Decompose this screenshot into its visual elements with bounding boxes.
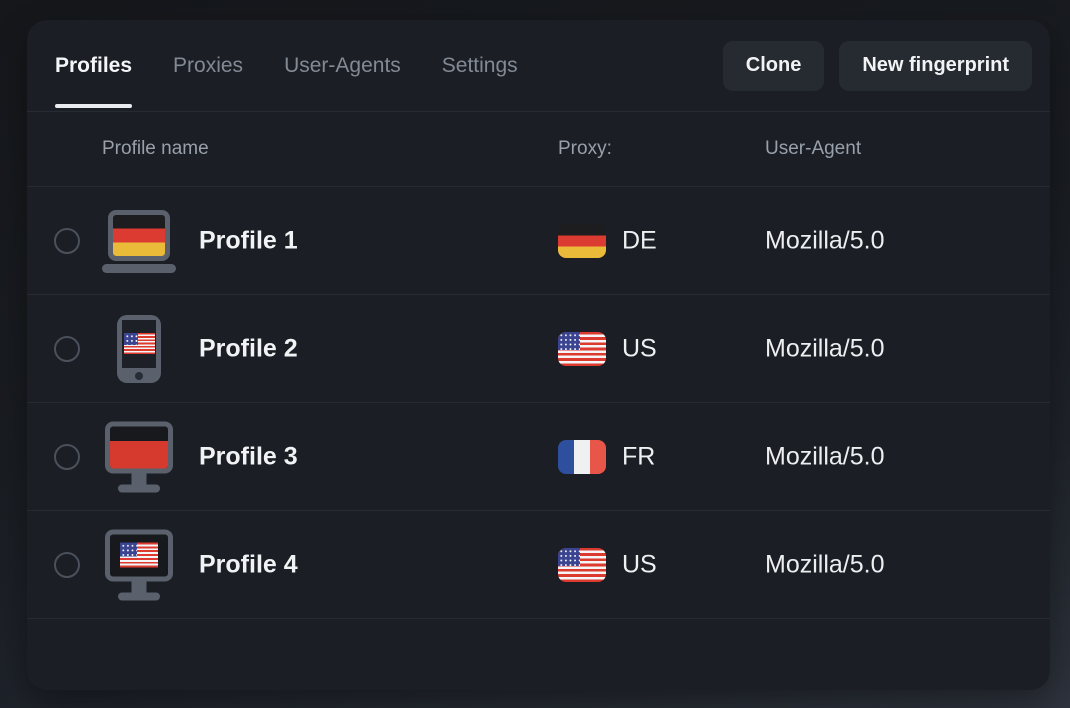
user-agent-value: Mozilla/5.0 <box>765 550 885 578</box>
profile-name: Profile 2 <box>199 334 298 362</box>
device-icon-wrap <box>103 529 175 600</box>
table-row[interactable]: Profile 1 DE Mozilla/5.0 <box>27 186 1050 294</box>
monitor-stand <box>131 473 147 486</box>
table-row[interactable]: Profile 2 US Mozilla/5.0 <box>27 294 1050 402</box>
toolbar-buttons: Clone New fingerprint <box>722 20 1032 111</box>
laptop-icon <box>101 209 177 273</box>
table-row[interactable]: Profile 4 US Mozilla/5.0 <box>27 510 1050 618</box>
user-agent-value: Mozilla/5.0 <box>765 226 885 254</box>
user-agent-value: Mozilla/5.0 <box>765 334 885 362</box>
radio-select-profile[interactable] <box>54 227 80 254</box>
smartphone-icon <box>117 314 161 383</box>
proxy-flag-de-icon <box>558 223 606 258</box>
us-flag-icon <box>120 542 158 568</box>
fingerprint-manager-panel: Profiles Proxies User-Agents Settings Cl… <box>27 20 1050 690</box>
device-screen <box>105 529 173 581</box>
tab-profiles[interactable]: Profiles <box>55 20 133 111</box>
proxy-country-code: FR <box>622 442 656 470</box>
table-footer-space <box>27 618 1050 690</box>
proxy-flag-us-icon <box>558 331 606 366</box>
monitor-base <box>118 592 160 600</box>
profile-name: Profile 1 <box>199 226 298 254</box>
user-agent-value: Mozilla/5.0 <box>765 442 885 470</box>
table-header-row: Profile name Proxy: User-Agent <box>27 112 1050 186</box>
device-icon-wrap <box>103 421 175 492</box>
device-screen-flag <box>108 209 170 261</box>
us-flag-icon <box>123 333 155 354</box>
device-icon-wrap <box>117 314 161 383</box>
tab-bar: Profiles Proxies User-Agents Settings Cl… <box>27 20 1050 112</box>
new-fingerprint-button[interactable]: New fingerprint <box>839 40 1032 91</box>
proxy-country-code: US <box>622 334 657 362</box>
column-header-user-agent: User-Agent <box>765 138 862 159</box>
table-row[interactable]: Profile 3 FR Mozilla/5.0 <box>27 402 1050 510</box>
proxy-flag-us-icon <box>558 547 606 582</box>
column-header-proxy: Proxy: <box>558 138 612 159</box>
clone-button[interactable]: Clone <box>722 40 825 91</box>
desktop-monitor-icon <box>103 421 175 492</box>
proxy-country-code: DE <box>622 226 657 254</box>
radio-select-profile[interactable] <box>54 443 80 470</box>
radio-select-profile[interactable] <box>54 335 80 362</box>
device-screen <box>122 319 156 368</box>
tab-proxies[interactable]: Proxies <box>173 53 244 77</box>
desktop-monitor-icon <box>103 529 175 600</box>
column-header-profile-name: Profile name <box>102 138 209 159</box>
profile-name: Profile 4 <box>199 550 298 578</box>
radio-select-profile[interactable] <box>54 551 80 578</box>
proxy-flag-fr-icon <box>558 439 606 474</box>
proxy-country-code: US <box>622 550 657 578</box>
device-icon-wrap <box>101 209 177 273</box>
profile-name: Profile 3 <box>199 442 298 470</box>
monitor-base <box>118 484 160 492</box>
monitor-stand <box>131 581 147 594</box>
device-screen <box>105 421 173 473</box>
tab-user-agents[interactable]: User-Agents <box>284 53 401 77</box>
tab-settings[interactable]: Settings <box>441 53 518 77</box>
